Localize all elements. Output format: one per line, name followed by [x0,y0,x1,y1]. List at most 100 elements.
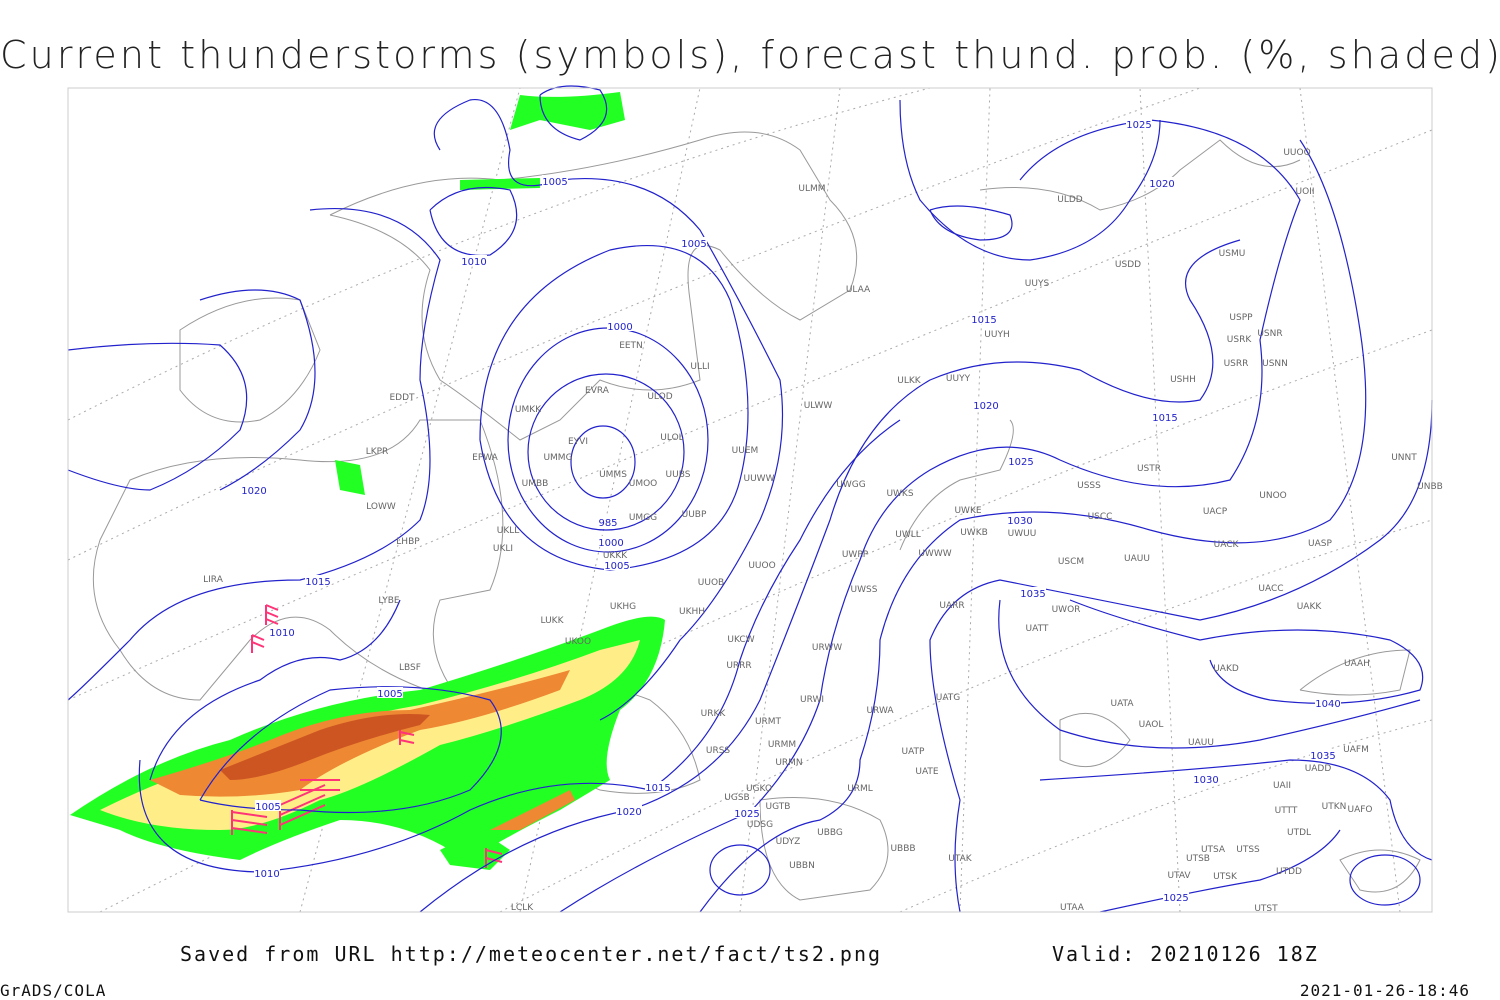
isobar-label: 1000 [607,322,632,333]
station-label: UWGG [836,480,865,490]
isobar-label-bg [971,313,997,324]
station-label: UBBB [890,844,915,854]
station-label: UKLL [497,526,520,536]
isobar-label: 985 [598,518,617,529]
station-label: UOII [1296,187,1315,197]
source-url: Saved from URL http://meteocenter.net/fa… [180,942,882,966]
isobar-label-bg [1126,118,1152,129]
station-label: UUWW [744,474,775,484]
station-label: USCC [1088,512,1113,522]
station-label: EVRA [585,386,610,396]
station-label: UATG [936,693,961,703]
isobar-label-bg [255,800,281,811]
isobar-label: 1020 [616,807,641,818]
station-label: USCM [1058,557,1084,567]
isobar-label-bg [616,805,642,816]
station-label: UNOO [1259,491,1287,501]
station-label: UMOO [629,479,658,489]
station-label: UTSS [1236,845,1260,855]
station-label: EETN [619,341,643,351]
isobar-label: 1000 [598,538,623,549]
station-label: UWUU [1008,529,1037,539]
station-label: ULAA [846,285,871,295]
station-label: UASP [1308,539,1332,549]
station-label: UKCW [727,635,754,645]
station-label: UKHG [610,602,636,612]
isobar-label-bg [542,175,568,186]
station-label: UWKB [960,528,988,538]
isobar-label: 1005 [681,239,706,250]
station-label: USTR [1137,464,1161,474]
isobar-label: 1025 [734,809,759,820]
station-label: UAII [1273,781,1291,791]
station-label: UBBG [817,828,843,838]
station-label: UTDD [1276,867,1302,877]
isobar-label-bg [973,399,999,410]
isobar-label-bg [305,575,331,586]
station-label: ULWW [804,401,833,411]
station-label: UACP [1203,507,1228,517]
isobar-label-bg [1020,587,1046,598]
station-label: UDSG [747,820,773,830]
valid-time: Valid: 20210126 18Z [1052,942,1319,966]
station-label: UWOR [1052,605,1081,615]
station-label: LBSF [399,663,421,673]
station-label: UATP [902,747,926,757]
isobar-label: 1025 [1163,893,1188,904]
station-label: URMN [775,758,802,768]
station-label: UTST [1254,904,1278,914]
station-label: LOWW [366,502,396,512]
station-label: URSS [706,746,731,756]
station-label: URMT [755,717,782,727]
station-label: UUYY [946,374,971,384]
station-label: UMBB [522,479,549,489]
station-label: USSS [1077,481,1101,491]
station-label: UAFO [1347,805,1372,815]
station-label: USPP [1229,313,1253,323]
isobar-label: 1020 [1149,179,1174,190]
station-label: UGTB [766,802,791,812]
station-label: ULDD [1057,195,1083,205]
station-label: UTAA [1060,903,1085,913]
isobar-label-bg [1193,773,1219,784]
isobar-label: 1025 [1008,457,1033,468]
isobar-label-bg [1149,177,1175,188]
isobar-label-bg [604,559,630,570]
isobar-label-bg [595,516,621,527]
station-label: ULOD [647,392,672,402]
isobar-label-bg [1008,455,1034,466]
station-label: UACC [1258,584,1283,594]
station-label: UADD [1305,764,1332,774]
station-label: URKK [701,709,727,719]
isobar-label: 1005 [542,177,567,188]
isobar-label-bg [269,626,295,637]
isobar-label: 1020 [241,486,266,497]
station-label: UKHH [679,607,705,617]
isobar-label: 1015 [971,315,996,326]
isobar-label: 1030 [1193,775,1218,786]
station-label: ULMM [798,184,825,194]
station-label: UUBS [666,470,691,480]
isobar-label: 1040 [1315,699,1340,710]
station-label: LYBE [378,596,399,606]
isobar-label-bg [241,484,267,495]
station-label: UAAH [1344,659,1370,669]
station-label: EPWA [472,453,499,463]
station-label: UATA [1110,699,1134,709]
station-label: UWPP [842,550,869,560]
station-label: UMGG [629,513,657,523]
station-label: UWSS [851,585,878,595]
station-label: USDD [1115,260,1141,270]
station-label: USRK [1227,335,1253,345]
graticule [67,87,1433,913]
isobar-label: 1010 [254,869,279,880]
station-label: UUOB [698,578,724,588]
station-label: UTSB [1186,854,1210,864]
timestamp: 2021-01-26-18:46 [1300,981,1470,1000]
station-label: UNBB [1417,482,1443,492]
station-label: UWKS [886,489,913,499]
station-label: UUBP [682,510,707,520]
isobar-label: 1010 [461,257,486,268]
station-label: UTTT [1275,806,1298,816]
